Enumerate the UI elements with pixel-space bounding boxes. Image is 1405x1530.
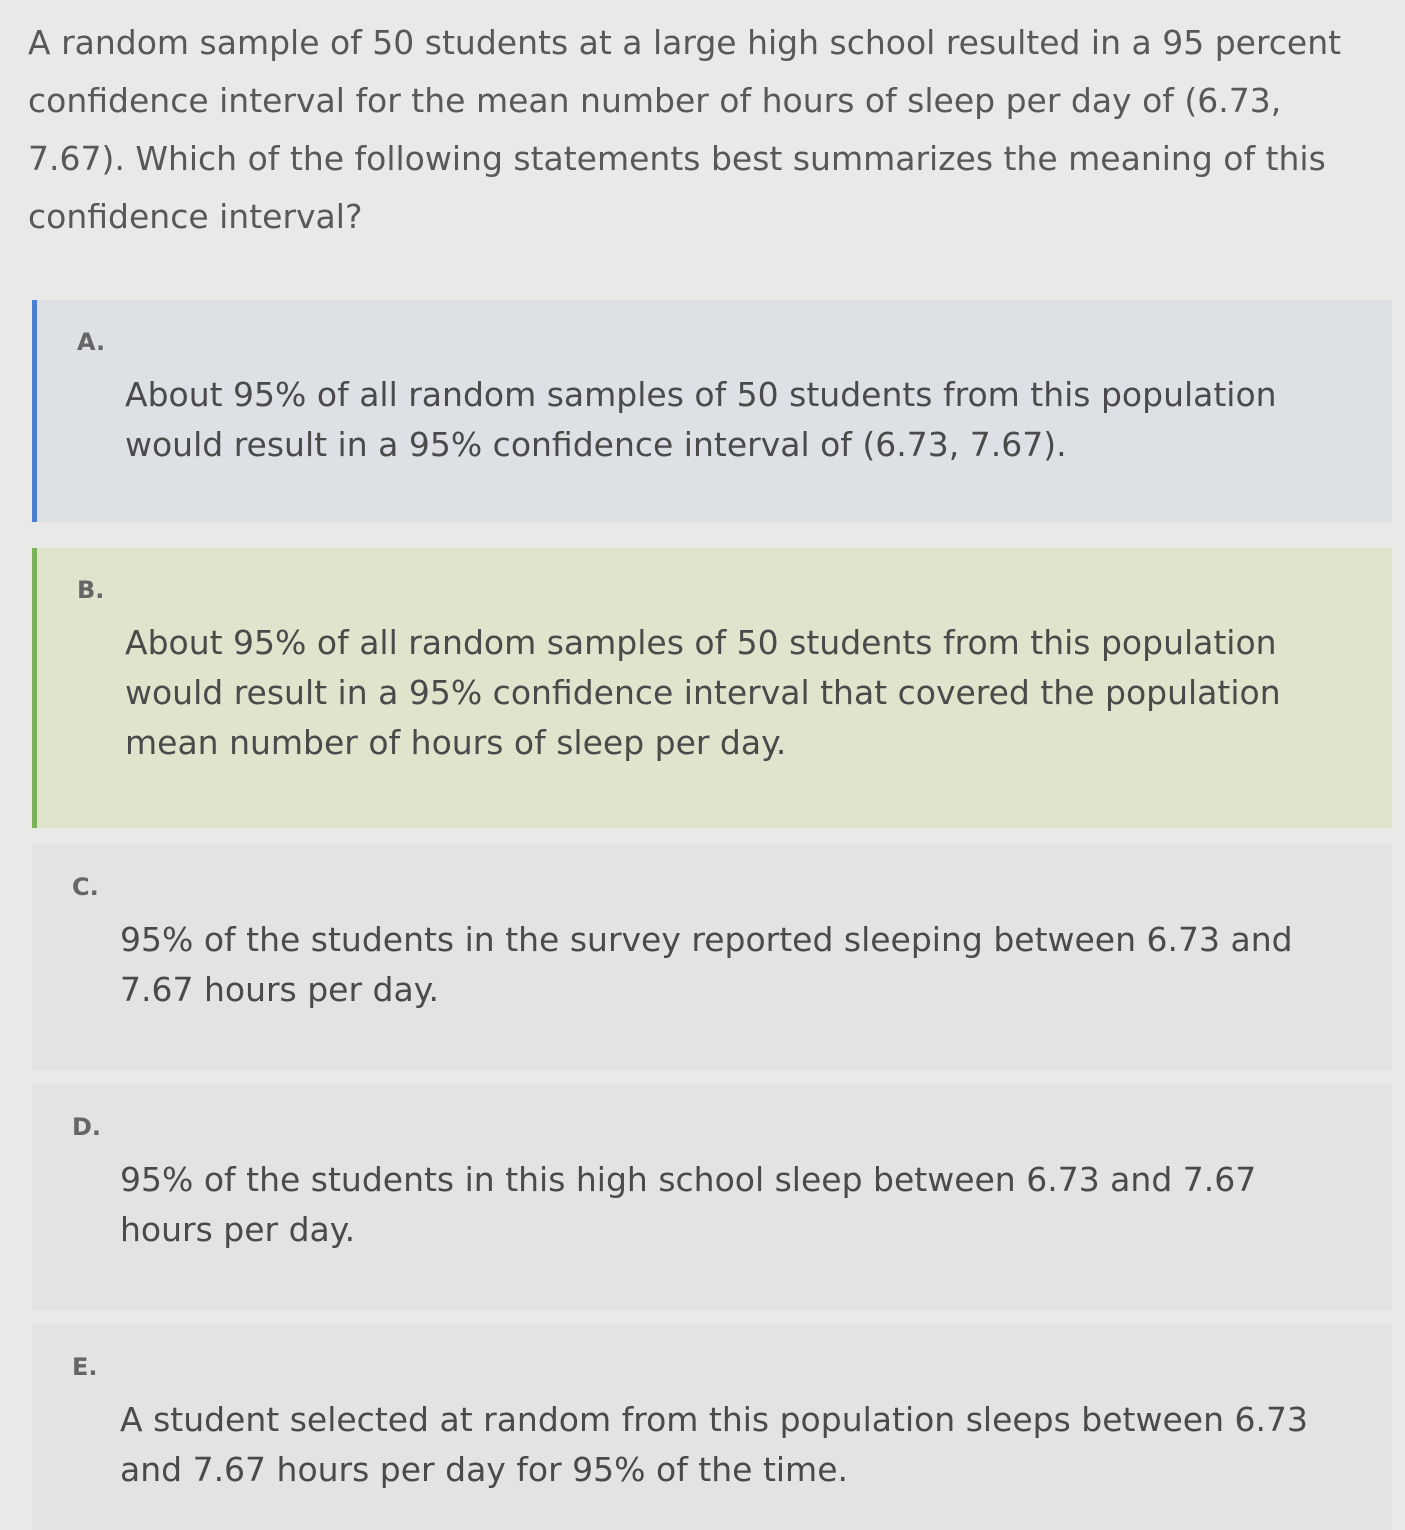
option-letter: C. bbox=[72, 873, 99, 901]
option-d[interactable]: D. 95% of the students in this high scho… bbox=[32, 1085, 1392, 1310]
option-letter: E. bbox=[72, 1353, 98, 1381]
option-text: 95% of the students in this high school … bbox=[120, 1160, 1257, 1249]
option-a[interactable]: A. About 95% of all random samples of 50… bbox=[32, 300, 1392, 522]
option-letter: D. bbox=[72, 1113, 102, 1141]
option-text: A student selected at random from this p… bbox=[120, 1400, 1308, 1489]
option-text: About 95% of all random samples of 50 st… bbox=[125, 623, 1281, 762]
option-c[interactable]: C. 95% of the students in the survey rep… bbox=[32, 845, 1392, 1070]
option-text: 95% of the students in the survey report… bbox=[120, 920, 1293, 1009]
option-b[interactable]: B. About 95% of all random samples of 50… bbox=[32, 548, 1392, 828]
option-letter: B. bbox=[77, 576, 105, 604]
question-text: A random sample of 50 students at a larg… bbox=[28, 23, 1342, 236]
option-letter: A. bbox=[77, 328, 106, 356]
option-e[interactable]: E. A student selected at random from thi… bbox=[32, 1325, 1392, 1530]
option-text: About 95% of all random samples of 50 st… bbox=[125, 375, 1277, 464]
